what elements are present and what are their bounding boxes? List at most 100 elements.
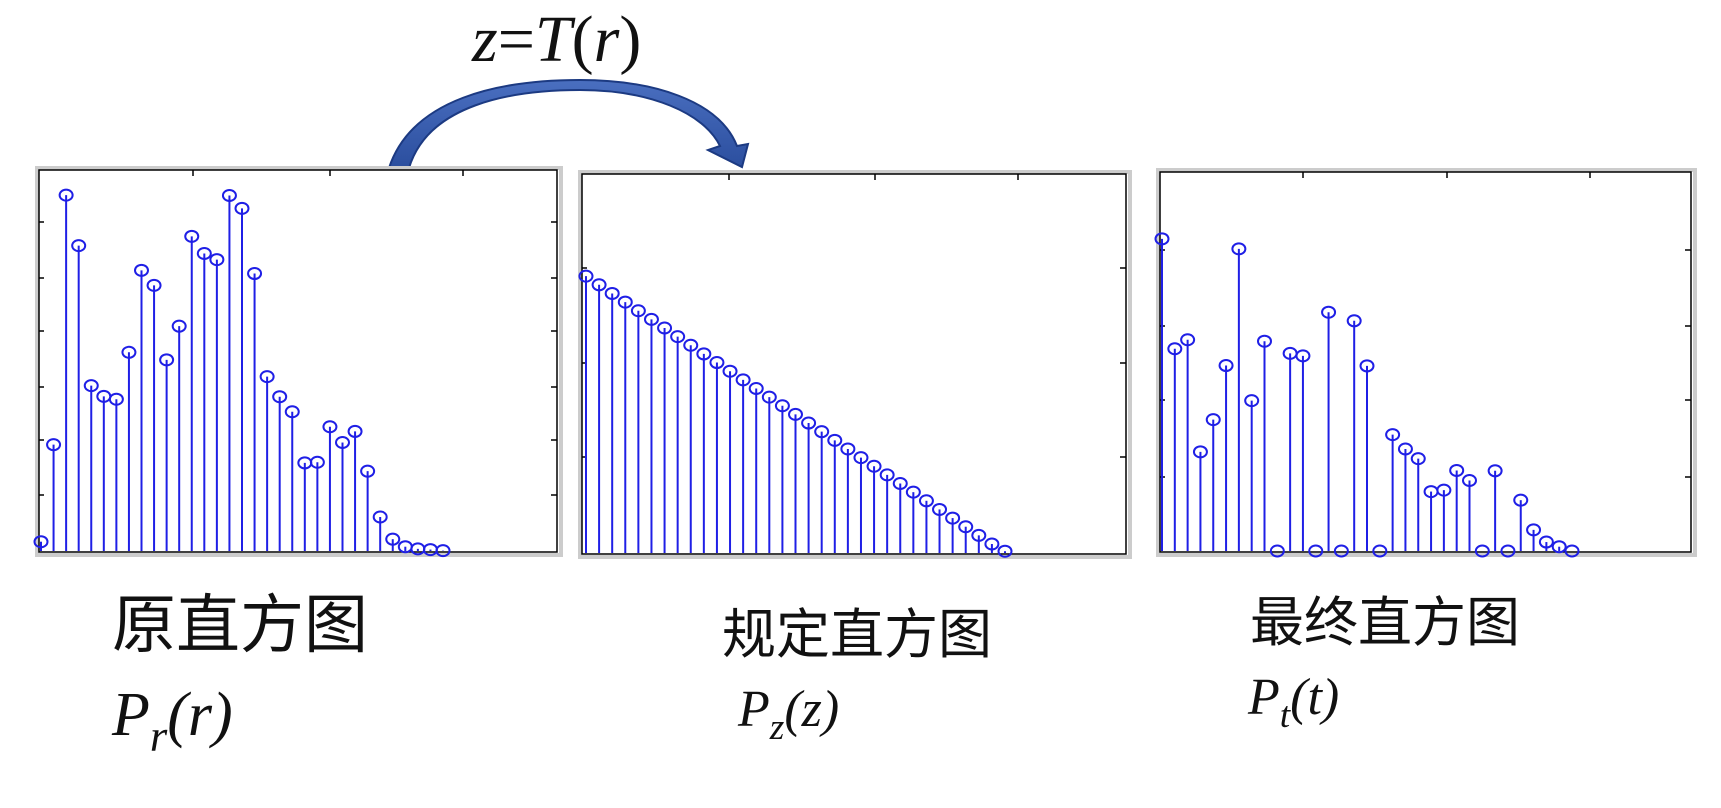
- stem-marker: [683, 338, 699, 352]
- stem-marker: [630, 304, 646, 318]
- stem-marker: [1231, 242, 1247, 256]
- transform-close-paren: ): [619, 3, 642, 76]
- stem-marker: [272, 390, 288, 404]
- plot-specified: [578, 174, 1126, 558]
- stem-marker: [1449, 463, 1465, 477]
- chart-title-final: 最终直方图: [1250, 591, 1520, 654]
- formula-final-arg: (t): [1290, 669, 1340, 726]
- transform-func: T: [534, 3, 572, 76]
- stem-marker: [184, 229, 200, 243]
- stem-marker: [578, 269, 594, 283]
- stem-marker: [997, 544, 1013, 558]
- stem-marker: [347, 424, 363, 438]
- stem-marker: [905, 485, 921, 499]
- transform-open-paren: (: [571, 3, 594, 76]
- stem-marker: [971, 528, 987, 542]
- stem-marker: [221, 189, 237, 203]
- stem-marker: [1487, 464, 1503, 478]
- stem-marker: [1538, 535, 1554, 549]
- plot-original: [33, 170, 557, 558]
- stem-marker: [709, 356, 725, 370]
- stem-marker: [1551, 540, 1567, 554]
- stem-marker: [1513, 493, 1529, 507]
- stem-marker: [335, 436, 350, 450]
- stem-marker: [761, 390, 777, 404]
- stem-marker: [617, 295, 633, 309]
- stem-marker: [146, 278, 162, 292]
- stem-marker: [1346, 314, 1362, 328]
- stem-marker: [670, 330, 686, 344]
- stem-marker: [918, 494, 934, 508]
- stem-marker: [58, 188, 74, 202]
- stem-marker: [234, 201, 250, 215]
- stem-marker: [1257, 334, 1272, 348]
- chart-title-original: 原直方图: [112, 589, 368, 663]
- stem-marker: [774, 399, 790, 413]
- stem-marker: [827, 433, 843, 447]
- stem-marker: [134, 263, 149, 277]
- formula-final: Pt(t): [1248, 668, 1340, 734]
- stem-marker: [735, 373, 751, 387]
- transform-lhs: z: [472, 3, 498, 76]
- stem-marker: [722, 364, 738, 378]
- stem-marker: [46, 438, 62, 452]
- stem-marker: [1269, 544, 1285, 558]
- stem-marker: [360, 464, 376, 478]
- formula-final-base: P: [1248, 669, 1280, 726]
- formula-specified-sub: z: [769, 707, 785, 749]
- stem-marker: [1564, 544, 1580, 558]
- stem-marker: [1397, 442, 1413, 456]
- stem-marker: [372, 510, 388, 524]
- stem-marker: [604, 286, 620, 300]
- stem-marker: [984, 537, 1000, 551]
- stem-marker: [121, 345, 137, 359]
- stem-marker: [1474, 544, 1490, 558]
- stem-marker: [71, 239, 87, 253]
- stem-marker: [958, 520, 974, 534]
- stem-marker: [932, 502, 948, 516]
- stem-marker: [814, 425, 830, 439]
- stem-marker: [1295, 349, 1311, 363]
- stem-marker: [1205, 413, 1221, 427]
- stem-marker: [1359, 359, 1375, 373]
- stem-marker: [657, 321, 673, 335]
- stem-marker: [591, 278, 607, 292]
- stem-marker: [1180, 333, 1196, 347]
- stem-marker: [209, 253, 225, 267]
- stem-marker: [1154, 232, 1170, 246]
- stem-marker: [945, 511, 961, 525]
- stem-marker: [853, 451, 869, 465]
- stem-marker: [83, 379, 99, 393]
- stem-marker: [840, 442, 856, 456]
- formula-original-base: P: [112, 681, 150, 749]
- stem-marker: [1385, 428, 1401, 442]
- stem-marker: [171, 319, 187, 333]
- stem-marker: [385, 532, 401, 546]
- stem-marker: [801, 416, 817, 430]
- stem-marker: [748, 381, 764, 395]
- stem-marker: [892, 477, 908, 491]
- stem-marker: [1192, 445, 1208, 459]
- stem-marker: [259, 370, 275, 384]
- stem-marker: [33, 535, 49, 549]
- stem-marker: [1167, 342, 1183, 356]
- stem-marker: [1308, 544, 1324, 558]
- stem-marker: [643, 312, 659, 326]
- stem-marker: [284, 405, 300, 419]
- formula-original: Pr(r): [112, 680, 233, 758]
- formula-specified-base: P: [738, 681, 770, 738]
- stem-marker: [1372, 544, 1388, 558]
- stem-marker: [322, 420, 338, 434]
- transform-eq: =: [497, 3, 535, 76]
- formula-final-sub: t: [1279, 695, 1291, 737]
- stem-marker: [696, 347, 712, 361]
- stem-marker: [1410, 452, 1426, 466]
- stem-marker: [1218, 359, 1234, 373]
- stem-marker: [309, 455, 325, 469]
- transform-formula: z=T(r): [472, 2, 641, 78]
- transform-arrow: [387, 78, 750, 169]
- plot-final: [1154, 172, 1691, 558]
- stem-marker: [108, 392, 124, 406]
